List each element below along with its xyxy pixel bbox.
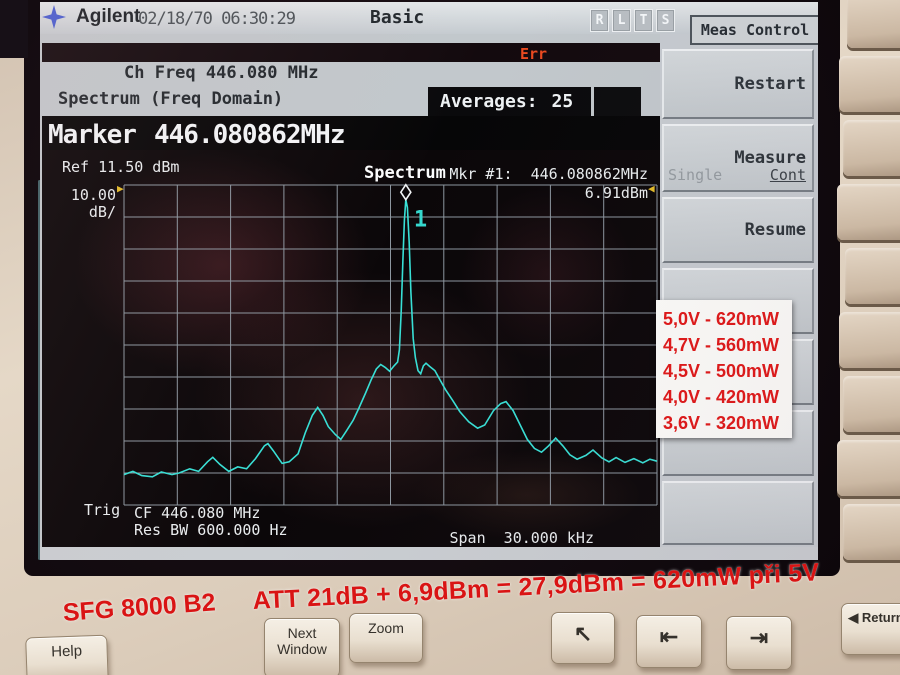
side-panel-key[interactable] xyxy=(843,376,900,432)
screen-bottom-strip xyxy=(40,547,818,560)
center-frequency-readout: CF 446.080 MHz xyxy=(134,504,261,522)
note-line: 4,0V - 420mW xyxy=(663,387,780,407)
nav-up-left-button[interactable]: ↖ xyxy=(551,612,615,664)
resolution-bw-readout: Res BW 600.000 Hz xyxy=(134,521,288,539)
spectrum-plot: 1 xyxy=(123,183,658,506)
side-panel-key[interactable] xyxy=(843,504,900,560)
scale-unit-label: dB/ xyxy=(88,203,116,221)
next-window-label-1: Next xyxy=(287,625,317,641)
side-panel-key[interactable] xyxy=(843,120,900,176)
measurement-domain-readout: Spectrum (Freq Domain) xyxy=(58,89,284,109)
error-indicator: Err xyxy=(520,45,548,63)
softkey-measure-label: Measure xyxy=(734,148,806,168)
span-points-readout: Span 30.000 kHz Points 281 xyxy=(450,496,595,547)
return-button-label: ◀ Return xyxy=(848,610,900,625)
agilent-logo-icon xyxy=(42,5,66,29)
spectrum-trace xyxy=(123,199,658,478)
title-bar: Agilent 02/18/70 06:30:29 Basic R L T S xyxy=(40,2,818,34)
mode-title: Basic xyxy=(370,7,425,28)
trace-title: Spectrum xyxy=(364,163,446,183)
trigger-status: Trig Free xyxy=(84,465,156,547)
marker-amplitude-readout: 6.91dBm xyxy=(584,184,648,202)
indicator-l: L xyxy=(612,9,631,32)
marker-diamond-icon xyxy=(399,183,412,202)
datetime-text: 02/18/70 06:30:29 xyxy=(138,9,296,29)
marker-bar: Marker 446.080862MHz xyxy=(42,116,660,150)
softkey-restart-label: Restart xyxy=(734,74,806,94)
marker-bar-value: 446.080862MHz xyxy=(154,120,345,150)
indicator-s: S xyxy=(656,9,675,32)
averages-box: Averages: 25 xyxy=(428,87,591,116)
return-button[interactable]: ◀ Return xyxy=(841,603,900,655)
marker-number-label: 1 xyxy=(414,208,427,233)
device-annotation: SFG 8000 B2 xyxy=(62,588,217,627)
side-panel-key[interactable] xyxy=(839,56,900,112)
brand-text: Agilent xyxy=(76,6,141,27)
side-panel-key[interactable] xyxy=(837,440,900,496)
next-window-button[interactable]: Next Window xyxy=(264,618,340,675)
trigger-line1: Trig xyxy=(84,501,121,519)
screen-edge-glow xyxy=(38,180,41,560)
ref-level-arrow-icon: ▶ xyxy=(117,182,124,195)
side-panel-key[interactable] xyxy=(847,0,900,48)
marker-readout: Mkr #1: 446.080862MHz xyxy=(449,165,648,183)
arrow-to-bar-right-icon: ⇥ xyxy=(749,625,769,650)
side-panel-key[interactable] xyxy=(837,184,900,240)
ref-level-label: Ref 11.50 dBm xyxy=(62,158,180,176)
ref-level-arrow-icon: ◀ xyxy=(648,182,655,195)
side-panel-key[interactable] xyxy=(845,248,900,304)
softkey-measure[interactable]: Measure Single Cont xyxy=(662,124,814,192)
lcd-screen: Agilent 02/18/70 06:30:29 Basic R L T S … xyxy=(40,2,818,560)
help-button-label: Help xyxy=(50,642,83,661)
side-panel-key[interactable] xyxy=(839,312,900,368)
graticule-grid xyxy=(123,184,658,506)
softkey-resume[interactable]: Resume xyxy=(662,197,814,263)
nav-end-button[interactable]: ⇥ xyxy=(726,616,792,670)
softkey-menu-title: Meas Control xyxy=(690,15,818,45)
marker-bar-label: Marker xyxy=(48,120,137,150)
softkey-resume-label: Resume xyxy=(744,220,806,240)
measure-single-option: Single xyxy=(668,166,723,184)
softkey-column: Restart Measure Single Cont Resume xyxy=(660,34,818,547)
arrow-to-bar-left-icon: ⇤ xyxy=(659,624,679,649)
note-line: 5,0V - 620mW xyxy=(663,309,780,329)
status-message-bar: Err xyxy=(42,43,660,63)
indicator-t: T xyxy=(634,9,653,32)
up-left-arrow-icon: ↖ xyxy=(573,621,593,646)
span-readout: Span 30.000 kHz xyxy=(449,529,595,547)
channel-frequency-readout: Ch Freq 446.080 MHz xyxy=(124,63,319,83)
graticule-area: 1 xyxy=(123,183,658,506)
softkey-blank[interactable] xyxy=(662,481,814,545)
averages-value: 25 xyxy=(551,91,574,112)
measure-cont-option: Cont xyxy=(769,166,806,184)
next-window-label-2: Window xyxy=(277,641,327,657)
note-line: 4,5V - 500mW xyxy=(663,361,780,381)
nav-home-button[interactable]: ⇤ xyxy=(636,615,702,668)
empty-field-box xyxy=(594,87,641,116)
note-line: 4,7V - 560mW xyxy=(663,335,780,355)
zoom-button-label: Zoom xyxy=(368,620,404,636)
scale-value-label: 10.00 xyxy=(70,186,116,204)
spectrum-display: 1 Ref 11.50 dBm 10.00 dB/ ▶ ◀ Spectrum M… xyxy=(42,150,660,547)
note-line: 3,6V - 320mW xyxy=(663,413,780,433)
bezel-corner xyxy=(0,0,28,58)
status-indicators: R L T S xyxy=(590,9,675,32)
zoom-button[interactable]: Zoom xyxy=(349,613,423,663)
averages-label: Averages: xyxy=(440,91,538,112)
side-key-column xyxy=(833,0,900,592)
sticky-note: 5,0V - 620mW 4,7V - 560mW 4,5V - 500mW 4… xyxy=(656,300,792,438)
softkey-restart[interactable]: Restart xyxy=(662,49,814,119)
help-button[interactable]: Help xyxy=(25,634,109,675)
indicator-r: R xyxy=(590,9,609,32)
